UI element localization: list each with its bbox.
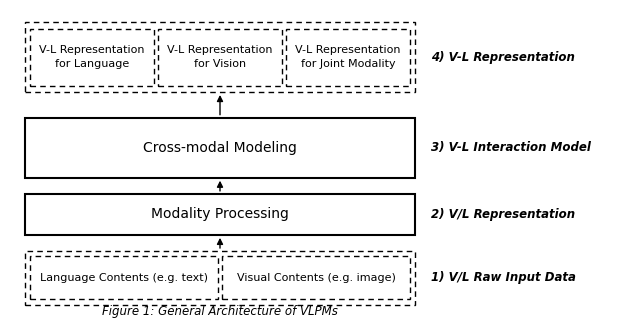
Text: 4) V-L Representation: 4) V-L Representation — [430, 51, 574, 64]
Bar — [25, 118, 415, 178]
Text: Cross-modal Modeling: Cross-modal Modeling — [143, 141, 297, 155]
Bar — [25, 251, 415, 305]
Text: V-L Representation
for Joint Modality: V-L Representation for Joint Modality — [295, 45, 401, 69]
Text: Figure 1: General Architecture of VLPMs: Figure 1: General Architecture of VLPMs — [102, 305, 338, 318]
Text: 3) V-L Interaction Model: 3) V-L Interaction Model — [430, 141, 590, 154]
Bar — [25, 22, 415, 92]
Bar — [25, 194, 415, 235]
Bar — [30, 256, 218, 299]
Text: Language Contents (e.g. text): Language Contents (e.g. text) — [40, 273, 208, 283]
Text: V-L Representation
for Language: V-L Representation for Language — [39, 45, 145, 69]
Bar — [222, 256, 410, 299]
Text: Modality Processing: Modality Processing — [151, 207, 289, 221]
Text: 2) V/L Representation: 2) V/L Representation — [430, 208, 574, 221]
Text: Visual Contents (e.g. image): Visual Contents (e.g. image) — [237, 273, 396, 283]
Text: 1) V/L Raw Input Data: 1) V/L Raw Input Data — [430, 272, 576, 284]
Text: V-L Representation
for Vision: V-L Representation for Vision — [167, 45, 273, 69]
Bar — [30, 29, 154, 86]
Bar — [286, 29, 410, 86]
Bar — [158, 29, 282, 86]
